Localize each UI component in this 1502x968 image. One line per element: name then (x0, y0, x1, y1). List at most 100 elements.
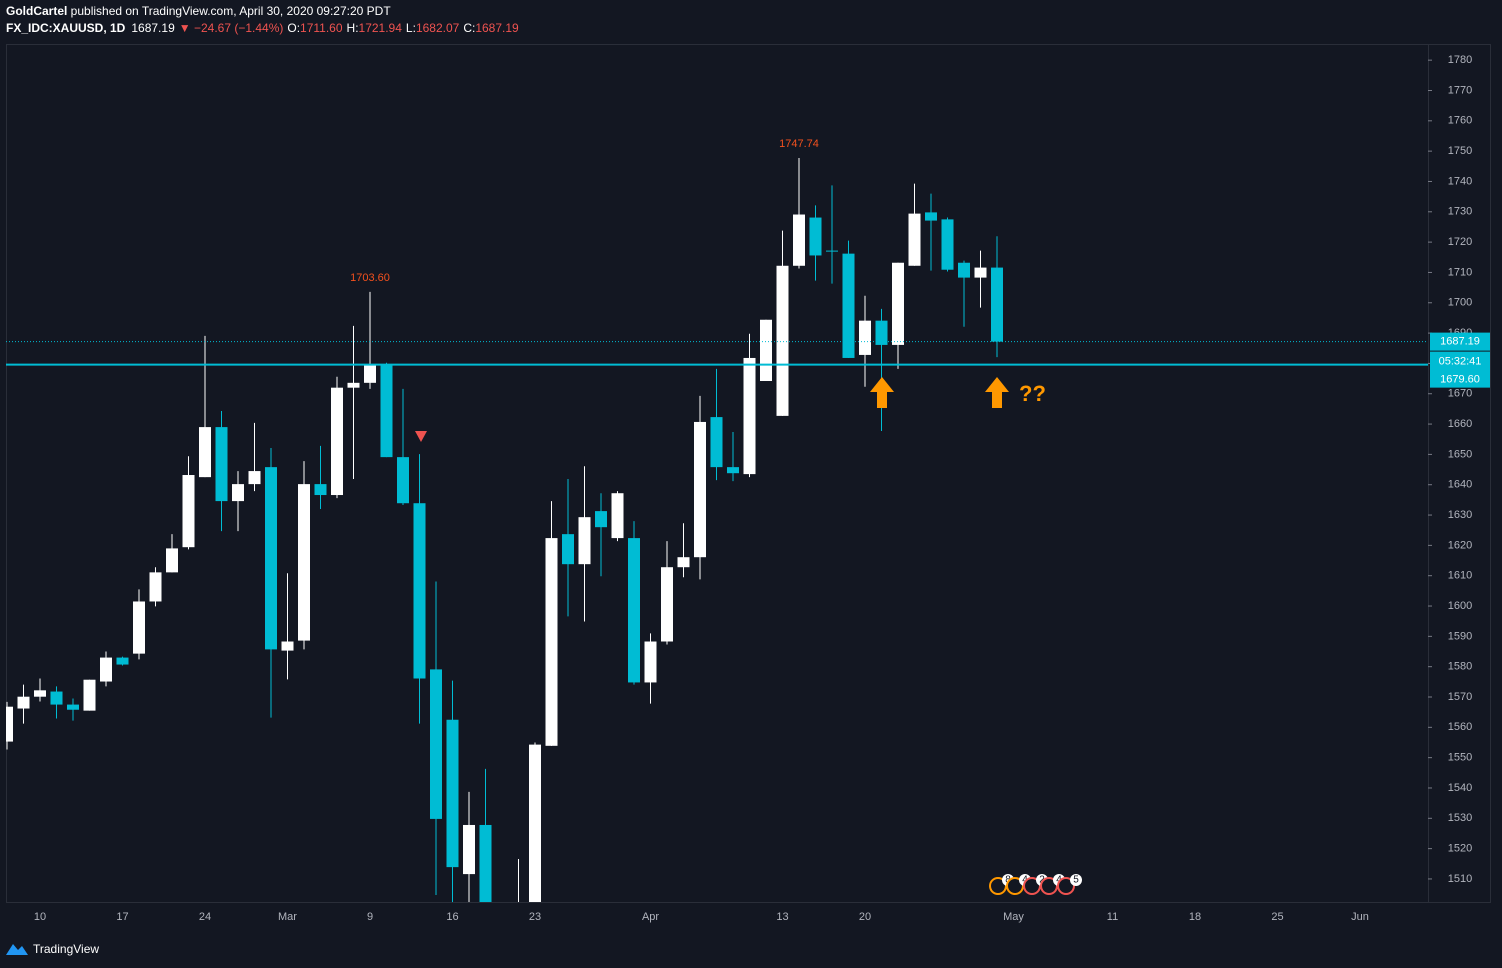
y-tick-label: 1670 (1448, 388, 1472, 400)
ohlc-value: 1682.07 (416, 21, 460, 35)
header-line-2: FX_IDC:XAUUSD, 1D 1687.19 ▼ −24.67 (−1.44%… (6, 21, 519, 35)
ohlc-value: 1687.19 (475, 21, 519, 35)
hline-box (1430, 351, 1490, 388)
candle-body (562, 534, 574, 565)
y-tick-label: 1660 (1448, 418, 1472, 430)
candle-body (974, 267, 987, 278)
y-tick-label: 1610 (1448, 570, 1472, 582)
candle-body (578, 517, 591, 565)
candle-body (133, 601, 145, 654)
candle-body (215, 427, 228, 502)
high-label: 1703.60 (350, 272, 390, 284)
y-tick-label: 1750 (1448, 145, 1472, 157)
candle-body (793, 214, 805, 266)
note: ?? (1019, 381, 1046, 406)
event-badge (1070, 874, 1082, 886)
y-tick-label: 1590 (1448, 630, 1472, 642)
candle-body (545, 538, 558, 746)
high-label: 1747.74 (779, 138, 819, 150)
candle-body (397, 457, 409, 504)
y-tick-label: 1580 (1448, 661, 1472, 673)
candle-body (380, 364, 393, 458)
candle-body (628, 538, 640, 683)
author: GoldCartel (6, 4, 67, 18)
candle-body (727, 467, 739, 474)
candle-body (166, 548, 178, 573)
candle-body (34, 690, 46, 697)
x-tick-label: 10 (34, 911, 46, 923)
arrow (870, 377, 894, 408)
candle-body (908, 213, 921, 266)
candle-body (661, 567, 673, 642)
header-line-1: GoldCartel published on TradingView.com,… (6, 4, 391, 18)
event-count: 5 (1073, 875, 1079, 886)
y-tick-label: 1740 (1448, 175, 1472, 187)
countdown: 05:32:41 (1439, 356, 1482, 368)
frame (6, 44, 1491, 903)
y-tick-label: 1550 (1448, 752, 1472, 764)
candle-body (826, 250, 838, 252)
y-tick-label: 1530 (1448, 812, 1472, 824)
footer-bar (0, 935, 1502, 968)
ohlc-value: 1721.94 (359, 21, 403, 35)
x-tick-label: 18 (1189, 911, 1201, 923)
y-tick-label: 1710 (1448, 266, 1472, 278)
event-icon (1057, 877, 1075, 895)
candle-body (199, 427, 211, 478)
candle-body (446, 719, 459, 868)
logo (6, 944, 28, 955)
candle-body (776, 265, 789, 416)
x-tick-label: 20 (859, 911, 871, 923)
x-tick-label: Apr (642, 911, 659, 923)
x-tick-label: 16 (446, 911, 458, 923)
footer: TradingView (33, 942, 99, 956)
ohlc-value: 1711.60 (300, 21, 343, 35)
candle-body (248, 471, 261, 485)
candle-body (50, 691, 63, 705)
candle-body (83, 679, 96, 711)
candle-body (842, 253, 855, 358)
ohlc-key: O: (287, 21, 300, 35)
y-tick-label: 1560 (1448, 721, 1472, 733)
arrow (985, 377, 1009, 408)
candle-body (611, 493, 624, 539)
candle-body (644, 641, 657, 683)
x-tick-label: 25 (1271, 911, 1283, 923)
candle-body (298, 484, 310, 641)
y-tick-label: 1650 (1448, 448, 1472, 460)
published: published on TradingView.com, April 30, … (67, 4, 391, 18)
y-tick-label: 1520 (1448, 843, 1472, 855)
last-price-label: 1687.19 (1440, 336, 1480, 348)
hline-label: 1679.60 (1440, 374, 1480, 386)
candle-body (760, 319, 772, 382)
candle-body (677, 557, 690, 568)
candle-body (463, 824, 475, 875)
y-tick-label: 1730 (1448, 206, 1472, 218)
y-tick-label: 1540 (1448, 782, 1472, 794)
last-price-box (1430, 332, 1490, 351)
x-tick-label: 11 (1107, 911, 1118, 923)
y-tick-label: 1630 (1448, 509, 1472, 521)
candle-body (892, 262, 904, 345)
change: ▼ −24.67 (−1.44%) (179, 21, 284, 35)
x-tick-label: May (1003, 911, 1024, 923)
candle-body (859, 320, 871, 355)
candle-body (430, 669, 442, 819)
candle-body (116, 657, 129, 665)
x-tick-label: 17 (116, 911, 128, 923)
x-tick-label: 9 (367, 911, 373, 923)
candle-body (265, 467, 277, 650)
y-tick-label: 1720 (1448, 236, 1472, 248)
y-tick-label: 1640 (1448, 479, 1472, 491)
candle-body (67, 704, 79, 710)
x-tick-label: 24 (199, 911, 211, 923)
y-tick-label: 1700 (1448, 297, 1472, 309)
x-tick-label: Mar (278, 911, 297, 923)
candle-body (694, 421, 706, 558)
candle-body (100, 657, 112, 682)
candle-body (347, 382, 360, 388)
candle-body (710, 417, 723, 468)
symbol: FX_IDC:XAUUSD, 1D (6, 21, 126, 35)
candle-body (809, 217, 822, 256)
